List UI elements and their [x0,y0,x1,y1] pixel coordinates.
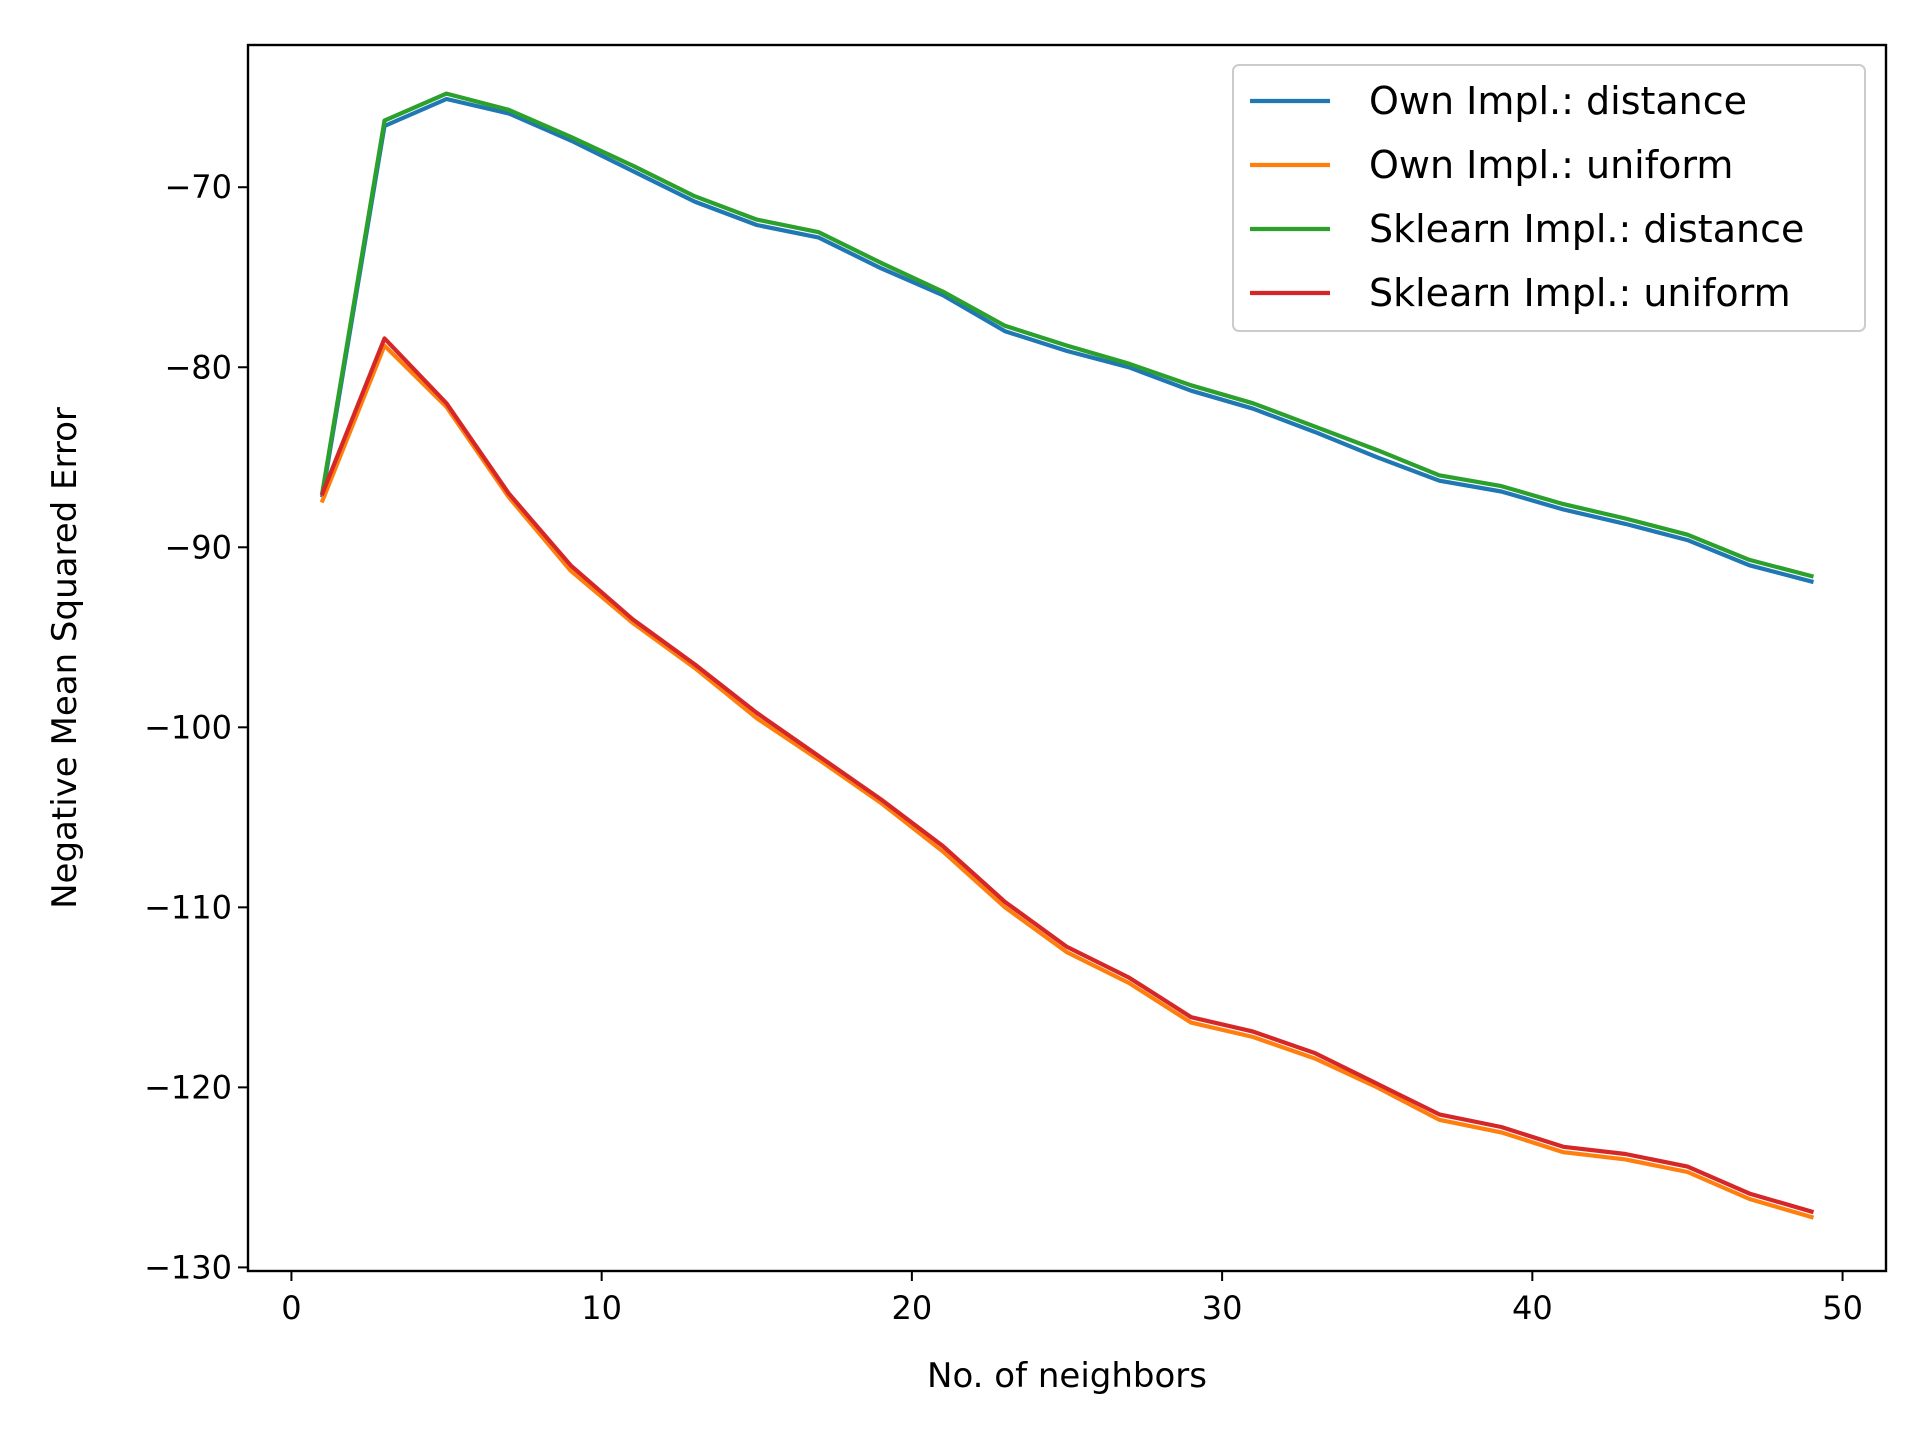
series-line-1 [320,96,1815,585]
y-tick-label: −90 [164,528,232,566]
plot-frame [246,43,1888,1273]
x-tick-label: 30 [1202,1289,1243,1327]
x-tick-label: 10 [581,1289,622,1327]
series-line-4 [319,336,1815,1215]
x-axis-title: No. of neighbors [927,1356,1207,1396]
legend-label: Own Impl.: uniform [1369,143,1733,187]
x-tick-label: 0 [281,1289,301,1327]
legend-box [1232,64,1866,332]
y-tick-label: −100 [144,708,232,746]
legend: Own Impl.: distance Own Impl.: uniform Skl… [1232,64,1866,332]
series-layer [319,91,1815,1220]
x-tick-label: 40 [1512,1289,1553,1327]
y-axis-title: Negative Mean Squared Error [45,407,85,909]
series-line-3 [320,91,1815,579]
y-axis: −70 −80 −90 −100 −110 −120 −130 [144,168,248,1286]
y-tick-label: −120 [144,1068,232,1106]
y-tick-label: −80 [164,348,232,386]
x-tick-label: 20 [892,1289,933,1327]
x-tick-label: 50 [1822,1289,1863,1327]
legend-label: Own Impl.: distance [1369,79,1747,123]
legend-label: Sklearn Impl.: distance [1369,207,1804,251]
series-line-2 [319,343,1815,1220]
y-tick-label: −70 [164,168,232,206]
y-tick-label: −110 [144,888,232,926]
x-axis: 0 10 20 30 40 50 [281,1271,1863,1327]
y-tick-label: −130 [144,1248,232,1286]
legend-label: Sklearn Impl.: uniform [1369,271,1791,315]
